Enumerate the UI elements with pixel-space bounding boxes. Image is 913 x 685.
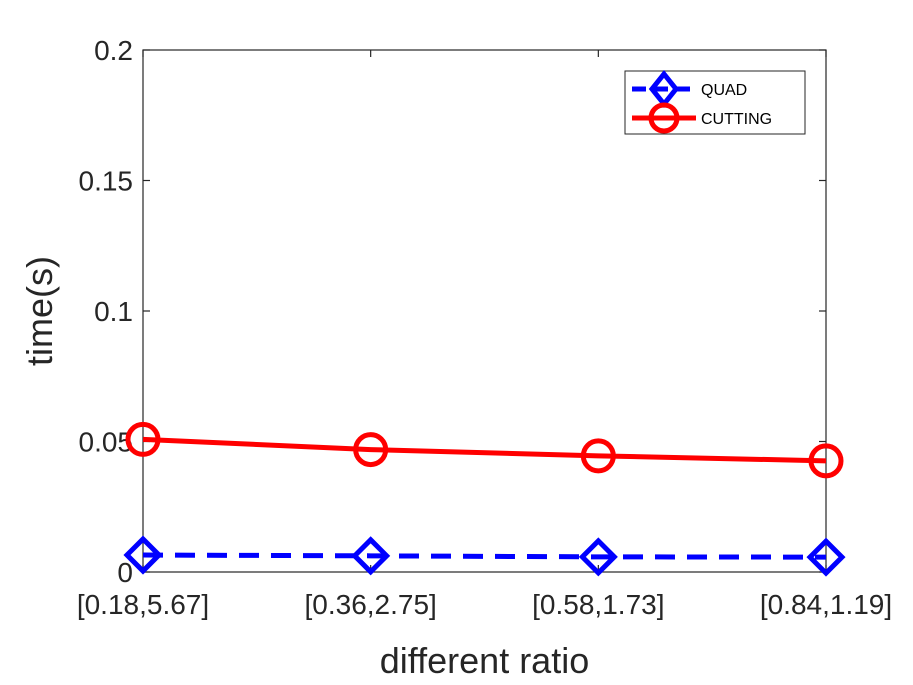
legend: QUAD CUTTING bbox=[624, 69, 806, 135]
cutting-marker bbox=[580, 438, 616, 474]
y-tick-label: 0.2 bbox=[94, 35, 133, 66]
y-tick-label: 0 bbox=[117, 557, 133, 588]
legend-cutting-label: CUTTING bbox=[701, 111, 772, 128]
y-axis: 0 0.05 0.1 0.15 0.2 bbox=[79, 35, 826, 588]
series-layer bbox=[123, 421, 846, 577]
x-tick-label: [0.58,1.73] bbox=[532, 589, 664, 620]
cutting-marker bbox=[125, 421, 161, 457]
y-axis-title: time(s) bbox=[19, 256, 60, 366]
quad-series-line bbox=[142, 552, 827, 560]
y-tick-label: 0.05 bbox=[79, 427, 134, 458]
x-tick-label: [0.18,5.67] bbox=[77, 589, 209, 620]
y-tick-label: 0.15 bbox=[79, 166, 134, 197]
plot-area bbox=[142, 49, 827, 573]
cutting-marker bbox=[808, 443, 844, 479]
y-tick-label: 0.1 bbox=[94, 296, 133, 327]
legend-quad-label: QUAD bbox=[701, 82, 747, 99]
x-axis: [0.18,5.67] [0.36,2.75] [0.58,1.73] [0.84,1… bbox=[77, 50, 892, 620]
quad-marker bbox=[806, 537, 846, 577]
cutting-marker bbox=[353, 432, 389, 468]
x-tick-label: [0.84,1.19] bbox=[760, 589, 892, 620]
x-tick-label: [0.36,2.75] bbox=[304, 589, 436, 620]
x-axis-title: different ratio bbox=[380, 640, 589, 681]
quad-marker bbox=[351, 536, 391, 576]
quad-marker bbox=[123, 535, 163, 575]
quad-marker bbox=[578, 537, 618, 577]
legend-cutting-marker bbox=[648, 102, 680, 134]
cutting-series-line bbox=[142, 436, 827, 464]
